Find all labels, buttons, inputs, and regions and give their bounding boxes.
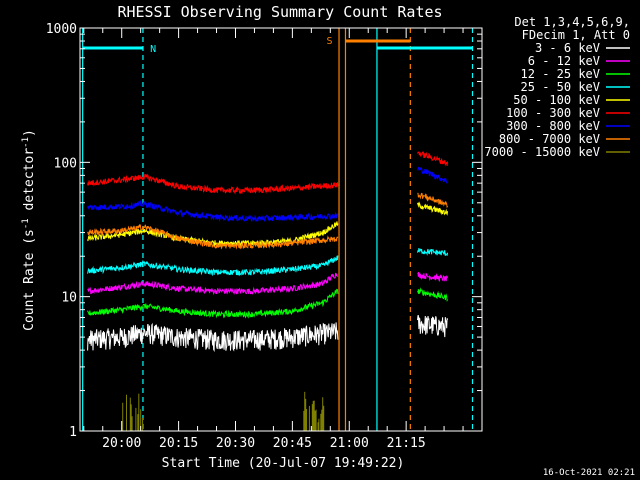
x-tick-label: 20:00 [102, 436, 141, 451]
night-label: N [150, 44, 156, 55]
x-tick-label: 21:15 [387, 436, 426, 451]
legend-header: Det 1,3,4,5,6,9, [514, 15, 630, 29]
legend-label: 7000 - 15000 keV [484, 145, 600, 159]
chart-title: RHESSI Observing Summary Count Rates [117, 3, 442, 21]
y-tick-label: 1000 [46, 22, 77, 37]
legend-label: 6 - 12 keV [528, 54, 600, 68]
legend: Det 1,3,4,5,6,9,FDecim 1, Att 03 - 6 keV… [484, 15, 630, 159]
series-line-1-0 [87, 272, 339, 296]
series-line-0-1 [417, 315, 449, 338]
y-tick-label: 100 [54, 156, 77, 171]
legend-label: 12 - 25 keV [521, 67, 600, 81]
series-line-7-0 [87, 223, 339, 250]
legend-label: 300 - 800 keV [506, 119, 600, 133]
band-7000-15000-series [303, 391, 325, 431]
series-line-5-0 [87, 173, 339, 195]
series-line-4-0 [87, 221, 339, 248]
series-line-2-1 [417, 287, 449, 302]
y-tick-label: 10 [61, 291, 77, 306]
x-tick-label: 20:30 [216, 436, 255, 451]
series-line-0-0 [87, 322, 339, 353]
x-tick-label: 20:15 [159, 436, 198, 451]
series-line-3-1 [417, 248, 449, 256]
axes: 1 10 100 1000 20:00 20:15 20:30 20:45 21:00 21:15 [46, 22, 483, 451]
series-line-2-0 [87, 288, 339, 319]
plot-frame [79, 27, 483, 432]
y-axis-label: Count Rate (s-1 detector-1) [21, 129, 37, 331]
saa-label: S [327, 36, 333, 47]
legend-label: 25 - 50 keV [521, 80, 600, 94]
series-line-6-1 [417, 166, 448, 184]
band-7000-15000-series [122, 393, 144, 431]
legend-header: FDecim 1, Att 0 [522, 28, 630, 42]
y-tick-label: 1 [69, 425, 77, 440]
series-line-7-1 [417, 192, 449, 209]
series-line-1-1 [417, 271, 449, 283]
series-line-4-1 [417, 201, 449, 216]
x-axis-label: Start Time (20-Jul-07 19:49:22) [162, 456, 405, 471]
plot-area: NS [82, 28, 474, 431]
legend-label: 800 - 7000 keV [499, 132, 600, 146]
legend-label: 100 - 300 keV [506, 106, 600, 120]
series-line-6-0 [87, 199, 339, 223]
legend-label: 3 - 6 keV [535, 41, 600, 55]
legend-label: 50 - 100 keV [513, 93, 600, 107]
series-line-5-1 [417, 151, 449, 167]
generation-timestamp: 16-Oct-2021 02:21 [543, 468, 635, 478]
x-tick-label: 20:45 [273, 436, 312, 451]
x-tick-label: 21:00 [330, 436, 369, 451]
series-line-3-0 [87, 255, 339, 277]
